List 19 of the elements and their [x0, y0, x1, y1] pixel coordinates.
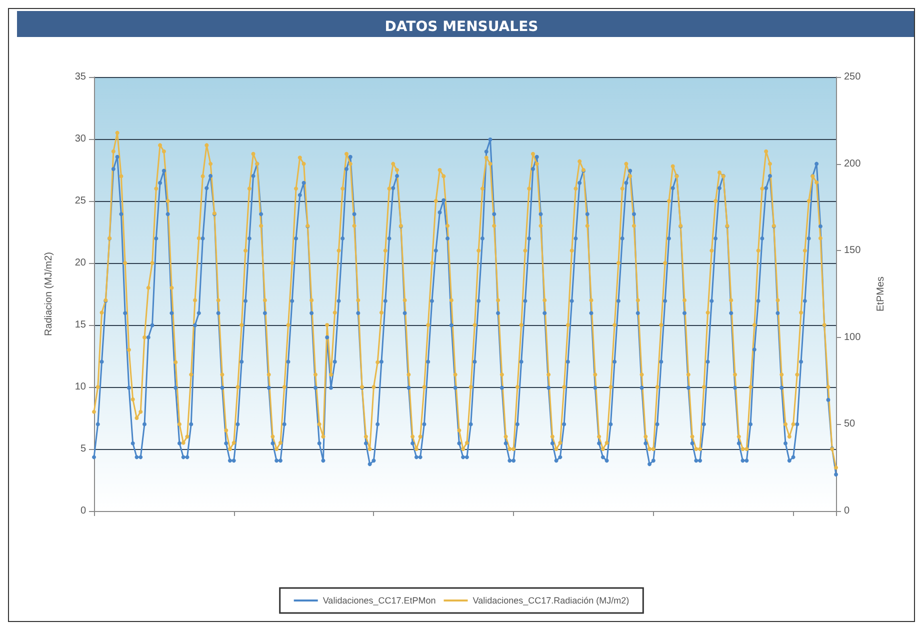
- y-tick-label: 25: [74, 196, 86, 206]
- y-tick-label: 15: [74, 320, 86, 330]
- y2-axis-title: EtPMes: [876, 276, 886, 312]
- y-tick-label: 35: [74, 72, 86, 82]
- y-tick-label: 5: [80, 444, 86, 454]
- y-tick-label: 10: [74, 382, 86, 392]
- y-tick-label: 0: [80, 506, 86, 516]
- y-axis-title: Radiacion (MJ/m2): [44, 252, 54, 336]
- y-tick-label: 20: [74, 258, 86, 268]
- chart-title: DATOS MENSUALES: [384, 19, 538, 35]
- y2-tick-label: 150: [844, 245, 862, 256]
- y2-tick-label: 200: [844, 158, 862, 170]
- legend-label: Validaciones_CC17.Radiación (MJ/m2): [472, 596, 630, 606]
- y-tick-label: 30: [74, 134, 86, 144]
- legend-label: Validaciones_CC17.EtPMon: [322, 596, 436, 606]
- y2-tick-label: 50: [844, 418, 856, 430]
- y2-tick-label: 100: [844, 332, 862, 343]
- y2-tick-label: 0: [844, 506, 850, 516]
- y2-tick-label: 250: [844, 72, 862, 82]
